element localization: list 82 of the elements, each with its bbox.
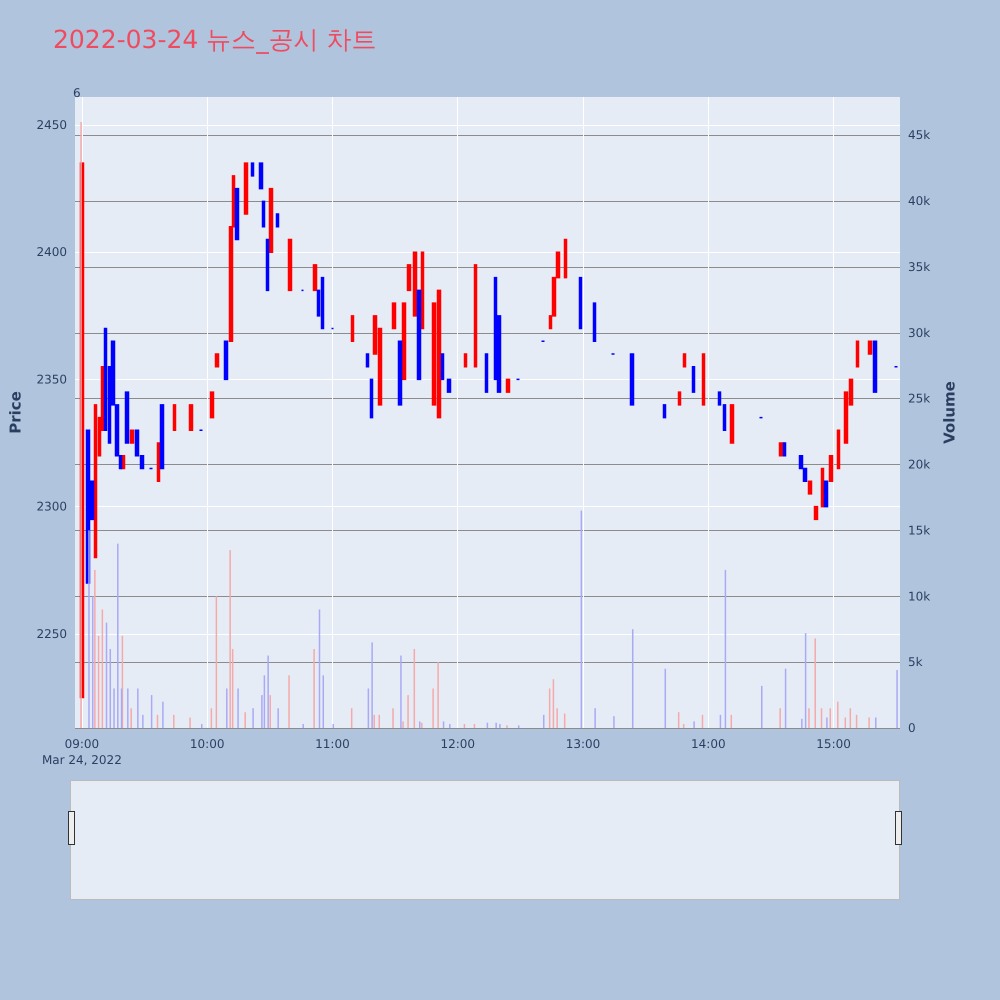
candlestick [234, 188, 240, 240]
candlestick [94, 404, 98, 558]
y2-tick-label: 45k [908, 128, 930, 142]
candlestick [692, 366, 696, 393]
candlestick [266, 238, 270, 292]
candlestick [276, 213, 280, 228]
x-tick-label: 14:00 [691, 737, 726, 751]
candlestick [856, 340, 860, 368]
y2-tick-label: 10k [908, 589, 930, 604]
y2-tick-label: 5k [908, 655, 923, 670]
annotation: 6 [73, 86, 81, 100]
candlestick [446, 378, 452, 393]
y2-tick-label: 40k [908, 194, 930, 208]
candlestick [398, 340, 402, 406]
candlestick [506, 378, 510, 393]
candlestick [402, 302, 406, 380]
candlestick [268, 188, 274, 253]
y-tick-label: 2300 [36, 500, 67, 514]
candlestick [484, 353, 488, 393]
candlestick [214, 353, 220, 368]
candlestick [808, 480, 812, 495]
candlestick [320, 276, 324, 330]
candlestick [820, 468, 824, 508]
candlestick [678, 391, 682, 406]
y2-tick-label: 15k [908, 523, 930, 538]
candlestick [244, 162, 248, 215]
candlestick [828, 455, 834, 482]
candlestick [250, 162, 254, 177]
candlestick [592, 302, 596, 342]
candlestick [160, 404, 164, 470]
candlestick [312, 264, 318, 292]
x-tick-label: 10:00 [190, 737, 224, 751]
candlestick [682, 353, 686, 368]
x-tick-label: 11:00 [315, 737, 350, 751]
y2-tick-label: 35k [908, 260, 930, 274]
y-tick-label: 2450 [36, 118, 67, 132]
y2-axis-title: Volume [940, 381, 958, 444]
y2-tick-label: 20k [908, 458, 930, 472]
candlestick [370, 378, 374, 418]
candlestick [702, 353, 706, 406]
candlestick [782, 442, 786, 457]
candlestick [730, 404, 734, 444]
candlestick [578, 276, 582, 330]
candlestick [814, 506, 818, 520]
candlestick [172, 404, 176, 432]
candlestick [630, 353, 634, 406]
candlestick [156, 442, 160, 482]
candlestick [124, 391, 130, 444]
x-tick-label: 12:00 [440, 737, 476, 751]
x-tick-label: 09:00 Mar 24, 2022 [42, 737, 122, 767]
candlestick [224, 340, 228, 380]
y-tick-label: 2400 [36, 245, 67, 260]
chart-title: 2022-03-24 뉴스_공시 차트 [53, 25, 377, 54]
candlestick [778, 442, 784, 457]
y2-tick-label: 0 [908, 721, 916, 735]
candlestick [474, 264, 478, 368]
candlestick [258, 162, 264, 190]
candlestick [416, 290, 422, 380]
candlestick [392, 302, 396, 330]
candlestick [210, 391, 214, 418]
y2-tick-label: 30k [908, 326, 930, 340]
x-tick-label: 15:00 [816, 737, 851, 751]
candlestick [420, 251, 424, 330]
candlestick [824, 480, 828, 508]
candlestick [350, 315, 354, 342]
candlestick [872, 340, 878, 393]
candlestick [836, 430, 840, 470]
y-axis-title: Price [6, 391, 24, 434]
candlestick [662, 404, 666, 418]
candlestick [464, 353, 468, 368]
candlestick [366, 353, 370, 368]
candlestick [130, 430, 134, 444]
y2-tick-label: 25k [908, 392, 930, 406]
candlestick [564, 238, 568, 278]
candlestick [868, 340, 872, 355]
candlestick [440, 353, 444, 380]
x-tick-label: 13:00 [566, 737, 600, 751]
candlestick [188, 404, 194, 432]
candlestick [262, 200, 266, 228]
y-tick-label: 2350 [36, 372, 67, 386]
candlestick [288, 238, 292, 292]
y-tick-label: 2250 [36, 626, 67, 641]
